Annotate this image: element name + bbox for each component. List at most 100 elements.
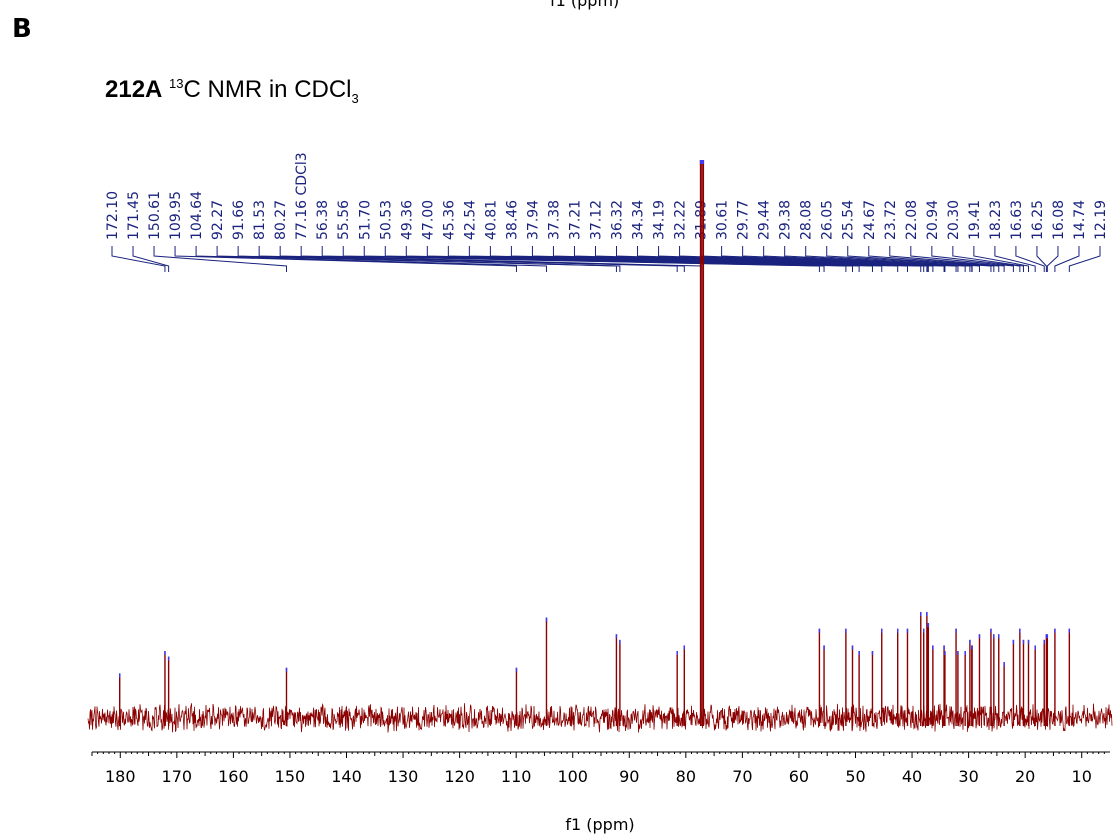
x-tick-label: 120 — [444, 767, 475, 786]
title-text: C NMR in CDCl — [183, 76, 352, 103]
top-axis-label: f1 (ppm) — [550, 0, 620, 10]
peak-label: 38.46 — [504, 200, 520, 240]
peak-label-leader — [931, 246, 1021, 272]
peak-label: 29.77 — [736, 200, 752, 240]
x-tick-label: 160 — [218, 767, 249, 786]
peak-label: 55.56 — [336, 200, 352, 240]
peak-label-leader — [742, 246, 971, 272]
peak-label-leader — [1036, 246, 1047, 272]
peak-label-leader — [847, 246, 995, 272]
x-tick-label: 30 — [958, 767, 978, 786]
peak-label-leader — [868, 246, 1000, 272]
peak-label-leader — [237, 246, 621, 272]
peak-label: 34.19 — [652, 200, 668, 240]
peak-label-leader — [1046, 246, 1059, 272]
peak-label: 25.54 — [841, 200, 857, 240]
peak-label: 28.08 — [799, 200, 815, 240]
x-tick-label: 80 — [676, 767, 696, 786]
peak-label: 29.38 — [778, 200, 794, 240]
peak-label: 36.32 — [610, 200, 626, 240]
peak-label-leader — [111, 246, 166, 272]
peak-label-leader — [721, 246, 966, 272]
chart-title: 212A 13C NMR in CDCl3 — [105, 76, 359, 106]
peak-label: 37.94 — [525, 200, 541, 240]
peak-label-leader — [1015, 246, 1045, 272]
peak-label: 171.45 — [126, 191, 142, 240]
peak-label: 91.66 — [231, 200, 247, 240]
peak-label: 51.70 — [357, 200, 373, 240]
x-tick-label: 110 — [501, 767, 532, 786]
peak-label: 16.08 — [1051, 200, 1067, 240]
spectrum-trace-group — [87, 160, 1113, 733]
peak-label: 29.44 — [757, 200, 773, 240]
peak-label: 104.64 — [189, 191, 205, 240]
peak-label: 32.22 — [673, 200, 689, 240]
peak-label: 172.10 — [105, 191, 121, 240]
x-axis-label: f1 (ppm) — [565, 815, 634, 834]
peak-label-leader — [952, 246, 1024, 272]
peak-label: 42.54 — [462, 200, 478, 240]
peak-label: 37.38 — [546, 200, 562, 240]
peak-labels: 172.10 171.45 150.61 109.95 104.64 92.27 91.66… — [105, 152, 1109, 272]
peak-label: 12.19 — [1093, 200, 1109, 240]
x-tick-label: 40 — [902, 767, 922, 786]
x-tick-label: 170 — [162, 767, 193, 786]
peak-label: 20.94 — [925, 200, 941, 240]
peak-label: 37.12 — [588, 200, 604, 240]
peak-label: 45.36 — [441, 200, 457, 240]
x-tick-label: 150 — [275, 767, 306, 786]
x-tick-label: 10 — [1072, 767, 1092, 786]
peak-label: 80.27 — [273, 200, 289, 240]
peak-label-leader — [910, 246, 1014, 272]
peak-label: 150.61 — [147, 191, 163, 240]
peak-label: 14.74 — [1072, 200, 1088, 240]
peak-label: 16.63 — [1009, 200, 1025, 240]
peak-label-leader — [132, 246, 170, 272]
peak-label: 24.67 — [862, 200, 878, 240]
peak-label-leader — [994, 246, 1036, 272]
peak-label-leader — [805, 246, 980, 272]
peak-label: 22.08 — [904, 200, 920, 240]
peak-label: 49.36 — [399, 200, 415, 240]
x-tick-label: 180 — [105, 767, 136, 786]
peak-label-leader — [616, 246, 934, 272]
peak-label-leader — [1054, 246, 1080, 272]
x-tick-label: 70 — [732, 767, 752, 786]
x-tick-label: 20 — [1015, 767, 1035, 786]
peak-label-leader — [1068, 246, 1101, 272]
peak-label-leader — [973, 246, 1029, 272]
peak-label: 92.27 — [210, 200, 226, 240]
peak-label-leader — [658, 246, 946, 272]
x-tick-label: 100 — [557, 767, 588, 786]
peak-label: 56.38 — [315, 200, 331, 240]
peak-label: 77.16 CDCl3 — [294, 152, 310, 240]
x-tick-label: 130 — [388, 767, 419, 786]
panel-letter: B — [12, 14, 32, 44]
x-tick-label: 140 — [331, 767, 362, 786]
x-tick-label: 50 — [845, 767, 865, 786]
peak-label: 26.05 — [820, 200, 836, 240]
peak-label-leader — [784, 246, 973, 272]
title-subscript: 3 — [351, 90, 359, 106]
x-tick-label: 90 — [619, 767, 639, 786]
peak-label: 37.21 — [567, 200, 583, 240]
peak-label: 16.25 — [1030, 200, 1046, 240]
x-axis: 180 170 160 150 140 130 120 110 100 90 80 70 60 50 40 3… — [91, 751, 1110, 786]
mass-number: 13 — [169, 76, 184, 91]
x-tick-label: 60 — [789, 767, 809, 786]
peak-label: 20.30 — [946, 200, 962, 240]
peak-label: 50.53 — [378, 200, 394, 240]
peak-label: 81.53 — [252, 200, 268, 240]
peak-label: 18.23 — [988, 200, 1004, 240]
peak-label: 40.81 — [483, 200, 499, 240]
peak-label: 30.61 — [715, 200, 731, 240]
peak-label: 47.00 — [420, 200, 436, 240]
peak-label-leader — [174, 246, 517, 272]
peak-label: 19.41 — [967, 200, 983, 240]
peak-label-leader — [153, 246, 287, 272]
peak-label: 23.72 — [883, 200, 899, 240]
peak-label-leader — [195, 246, 547, 272]
peak-label-leader — [826, 246, 992, 272]
spectrum-baseline — [87, 703, 1113, 733]
